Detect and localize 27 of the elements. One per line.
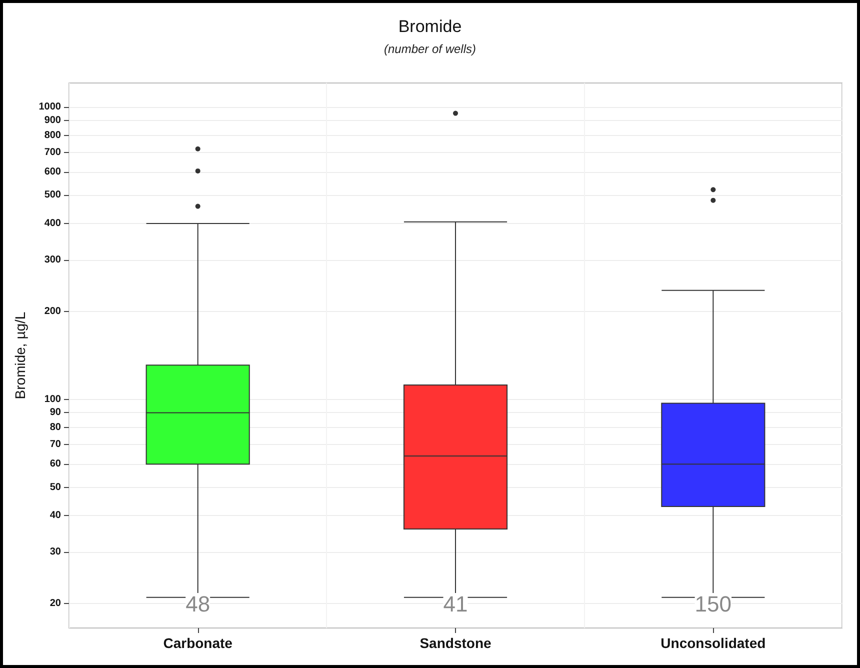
y-tick-label: 80 [50,422,62,434]
y-tick-label: 800 [44,130,62,142]
y-tick-label: 400 [44,218,62,229]
y-tick-label: 700 [44,146,62,158]
y-tick-label: 100 [44,394,62,405]
y-tick-label: 30 [50,546,62,558]
y-axis-title: Bromide, µg/L [12,312,28,400]
y-tick-label: 50 [50,482,62,493]
y-tick-label: 90 [50,407,62,418]
y-tick-label: 900 [44,115,62,126]
y-tick-label: 200 [44,306,62,317]
x-tick-label: Unconsolidated [660,635,766,651]
y-tick-label: 40 [50,510,62,522]
y-tick-label: 70 [50,439,62,450]
chart-subtitle: (number of wells) [384,42,476,56]
chart-title: Bromide [398,17,462,36]
y-tick-label: 60 [50,458,62,470]
y-tick-label: 500 [44,190,62,201]
y-tick-label: 1000 [38,102,62,113]
y-tick-label: 300 [44,254,62,266]
y-tick-label: 20 [50,598,62,610]
x-tick-label: Carbonate [163,635,233,651]
annotation: 41 [443,592,468,616]
y-tick-label: 600 [44,166,62,178]
annotation: 48 [186,592,210,616]
x-tick-label: Sandstone [420,635,492,651]
annotation: 150 [694,592,732,616]
